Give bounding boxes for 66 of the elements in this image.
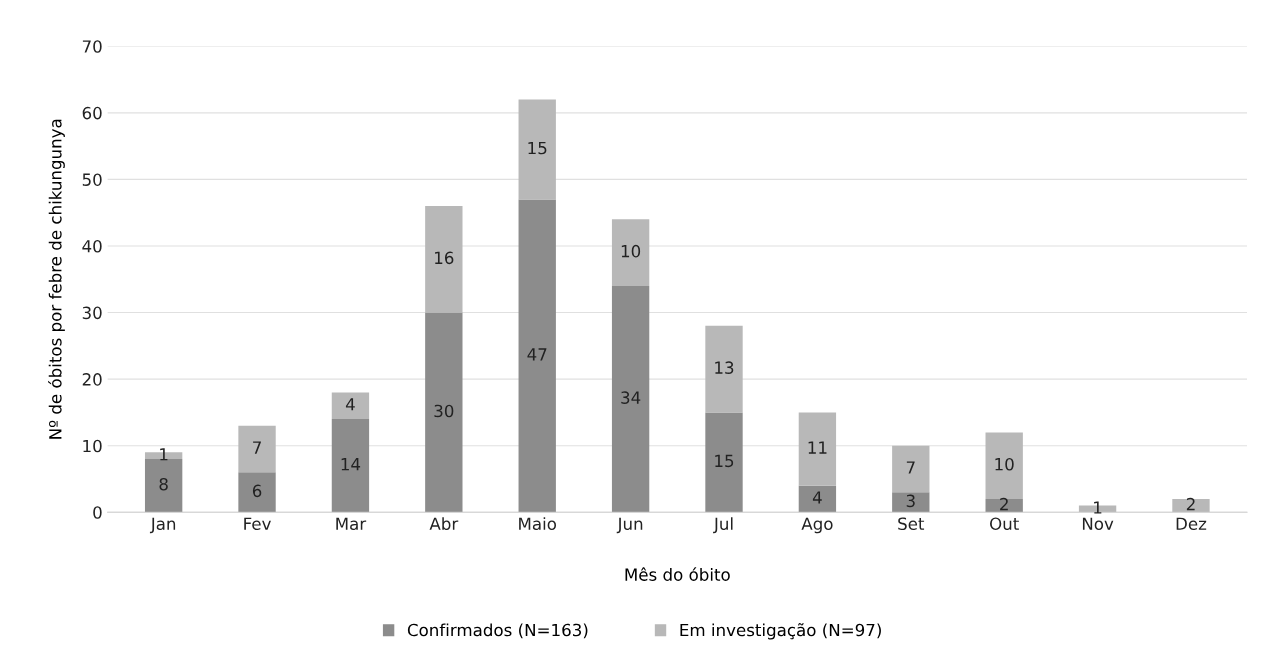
data-label: 15 (715, 454, 734, 468)
x-tick-label: Set (898, 517, 925, 531)
y-tick-label: 20 (82, 373, 102, 386)
bar (331, 419, 370, 513)
x-tick-label: Dez (1176, 517, 1207, 531)
y-tick-label: 0 (93, 506, 102, 519)
data-label: 30 (434, 404, 454, 418)
data-label: 1 (1094, 501, 1102, 514)
x-tick-label: Nov (1082, 517, 1114, 531)
bar (1172, 498, 1210, 513)
y-tick-label: 70 (82, 40, 102, 53)
bar (331, 392, 370, 420)
bar (238, 472, 276, 513)
bar (144, 459, 183, 513)
y-tick-label: 30 (82, 306, 102, 320)
data-label: 15 (528, 141, 547, 155)
data-label: 1 (160, 448, 168, 461)
bar (705, 412, 743, 513)
legend-label: Em investigação (N=97) (680, 623, 881, 640)
bar (238, 425, 276, 473)
data-label: 4 (345, 398, 355, 411)
data-label: 7 (906, 461, 915, 474)
bar (798, 412, 837, 486)
x-tick-label: Abr (429, 517, 459, 531)
bar (425, 312, 463, 513)
bar (611, 219, 650, 286)
bar (892, 492, 930, 513)
x-tick-label: Mar (336, 517, 367, 531)
bar (985, 432, 1023, 499)
x-tick-label: Jul (713, 517, 733, 534)
x-axis-title: Mês do óbito (625, 567, 730, 581)
legend-label: Confirmados (N=163) (407, 623, 588, 639)
data-label: 10 (621, 244, 641, 258)
x-tick-label: Maio (519, 517, 557, 531)
data-label: 16 (435, 251, 454, 265)
bar (425, 206, 463, 313)
data-label: 4 (812, 491, 822, 504)
bar (705, 325, 743, 413)
bar (985, 498, 1023, 513)
x-tick-label: Jun (616, 517, 643, 534)
x-tick-label: Ago (801, 517, 833, 534)
data-label: 10 (995, 457, 1014, 471)
x-tick-label: Out (990, 517, 1019, 531)
y-tick-label: 50 (82, 173, 102, 186)
bar (611, 285, 650, 513)
y-axis-title: Nº de óbitos por febre de chikungunya (48, 119, 65, 439)
data-label: 3 (906, 494, 915, 508)
y-tick-label: 40 (82, 239, 102, 253)
data-label: 47 (527, 348, 547, 361)
data-label: 13 (715, 361, 734, 374)
x-tick-label: Fev (244, 517, 271, 531)
data-label: 7 (253, 441, 261, 454)
data-label: 6 (252, 484, 262, 498)
bar (798, 485, 837, 513)
x-tick-label: Jan (149, 517, 176, 534)
data-label: 14 (341, 458, 361, 471)
data-label: 2 (1186, 497, 1195, 511)
y-tick-label: 60 (82, 106, 102, 120)
bar (518, 199, 556, 513)
data-label: 11 (808, 441, 827, 454)
data-label: 8 (159, 477, 168, 491)
data-label: 2 (1000, 497, 1008, 511)
y-tick-label: 10 (83, 439, 102, 453)
data-label: 34 (621, 391, 641, 404)
bar (518, 99, 556, 200)
bar (892, 445, 930, 493)
